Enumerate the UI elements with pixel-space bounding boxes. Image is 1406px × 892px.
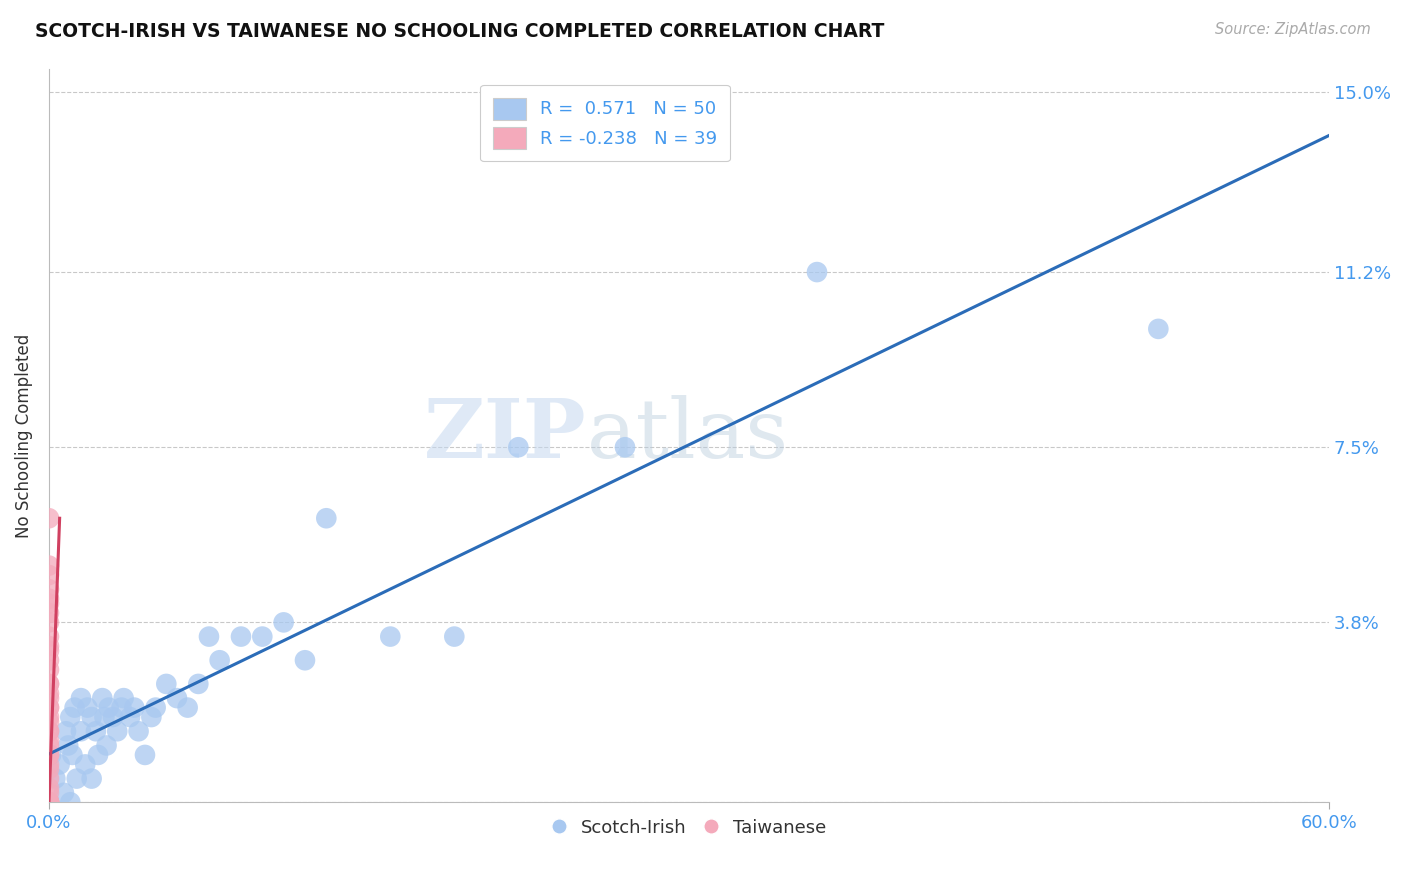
Point	[38, 615, 60, 630]
Point	[380, 630, 402, 644]
Point	[38, 757, 60, 772]
Point	[38, 795, 60, 809]
Point	[1147, 322, 1170, 336]
Point	[176, 700, 198, 714]
Point	[93, 710, 115, 724]
Point	[208, 653, 231, 667]
Point	[38, 795, 60, 809]
Point	[38, 644, 60, 658]
Point	[38, 700, 60, 714]
Point	[38, 733, 60, 747]
Point	[112, 691, 135, 706]
Point	[38, 795, 60, 809]
Point	[38, 739, 60, 753]
Point	[187, 677, 209, 691]
Point	[38, 663, 60, 677]
Point	[38, 700, 60, 714]
Point	[66, 772, 89, 786]
Point	[38, 747, 60, 762]
Point	[38, 795, 60, 809]
Point	[315, 511, 337, 525]
Y-axis label: No Schooling Completed: No Schooling Completed	[15, 334, 32, 538]
Point	[38, 591, 60, 606]
Point	[229, 630, 252, 644]
Point	[80, 710, 103, 724]
Point	[62, 747, 84, 762]
Point	[38, 677, 60, 691]
Point	[38, 724, 60, 739]
Point	[63, 700, 86, 714]
Point	[59, 710, 82, 724]
Point	[76, 700, 98, 714]
Point	[87, 747, 110, 762]
Point	[75, 757, 97, 772]
Point	[38, 653, 60, 667]
Point	[38, 762, 60, 776]
Point	[198, 630, 221, 644]
Point	[38, 795, 60, 809]
Point	[141, 710, 163, 724]
Point	[508, 440, 530, 454]
Point	[128, 724, 150, 739]
Point	[56, 739, 79, 753]
Point	[145, 700, 167, 714]
Point	[614, 440, 637, 454]
Text: Source: ZipAtlas.com: Source: ZipAtlas.com	[1215, 22, 1371, 37]
Point	[96, 739, 118, 753]
Point	[48, 757, 70, 772]
Point	[59, 795, 82, 809]
Point	[55, 724, 77, 739]
Text: atlas: atlas	[586, 395, 789, 475]
Point	[38, 686, 60, 700]
Point	[84, 724, 107, 739]
Point	[38, 714, 60, 729]
Text: SCOTCH-IRISH VS TAIWANESE NO SCHOOLING COMPLETED CORRELATION CHART: SCOTCH-IRISH VS TAIWANESE NO SCHOOLING C…	[35, 22, 884, 41]
Point	[273, 615, 295, 630]
Point	[105, 724, 128, 739]
Point	[38, 639, 60, 653]
Point	[97, 700, 120, 714]
Point	[38, 710, 60, 724]
Point	[134, 747, 156, 762]
Legend: Scotch-Irish, Taiwanese: Scotch-Irish, Taiwanese	[544, 812, 834, 845]
Point	[110, 700, 132, 714]
Point	[38, 747, 60, 762]
Point	[38, 606, 60, 620]
Point	[118, 710, 141, 724]
Point	[806, 265, 828, 279]
Point	[252, 630, 274, 644]
Point	[38, 772, 60, 786]
Point	[38, 511, 60, 525]
Text: ZIP: ZIP	[425, 395, 586, 475]
Point	[38, 582, 60, 597]
Point	[52, 786, 75, 800]
Point	[38, 780, 60, 795]
Point	[38, 597, 60, 611]
Point	[443, 630, 465, 644]
Point	[38, 568, 60, 582]
Point	[38, 795, 60, 809]
Point	[38, 558, 60, 573]
Point	[80, 772, 103, 786]
Point	[38, 630, 60, 644]
Point	[38, 677, 60, 691]
Point	[166, 691, 188, 706]
Point	[124, 700, 146, 714]
Point	[70, 724, 93, 739]
Point	[38, 786, 60, 800]
Point	[70, 691, 93, 706]
Point	[294, 653, 316, 667]
Point	[101, 710, 124, 724]
Point	[38, 691, 60, 706]
Point	[38, 795, 60, 809]
Point	[38, 724, 60, 739]
Point	[39, 747, 62, 762]
Point	[91, 691, 114, 706]
Point	[155, 677, 177, 691]
Point	[44, 772, 66, 786]
